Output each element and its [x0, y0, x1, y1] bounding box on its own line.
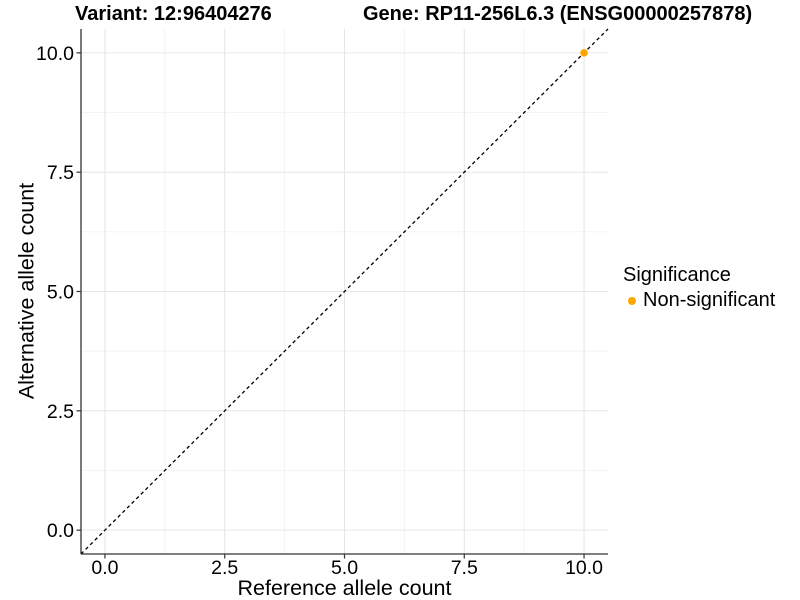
x-tick-label: 2.5: [211, 557, 238, 579]
y-axis-title: Alternative allele count: [14, 182, 39, 400]
x-axis-title: Reference allele count: [237, 576, 452, 600]
variant-title: Variant: 12:96404276: [75, 3, 272, 25]
x-tick-label: 10.0: [565, 557, 603, 579]
gene-title: Gene: RP11-256L6.3 (ENSG00000257878): [363, 3, 753, 25]
x-tick-label: 0.0: [91, 557, 118, 579]
legend-item: Non-significant: [621, 289, 775, 312]
legend: Significance Non-significant: [621, 264, 775, 312]
x-tick-label: 5.0: [331, 557, 358, 579]
y-tick-label: 2.5: [47, 401, 74, 423]
legend-item-label: Non-significant: [643, 289, 776, 311]
data-point: [580, 49, 588, 57]
x-tick-label: 7.5: [451, 557, 478, 579]
legend-title: Significance: [623, 264, 731, 286]
legend-swatch-icon: [628, 296, 636, 305]
y-tick-label: 7.5: [47, 162, 74, 184]
identity-line: [80, 28, 609, 555]
y-tick-label: 0.0: [47, 520, 74, 542]
y-tick-label: 5.0: [47, 282, 74, 304]
y-tick-label: 10.0: [36, 43, 74, 65]
